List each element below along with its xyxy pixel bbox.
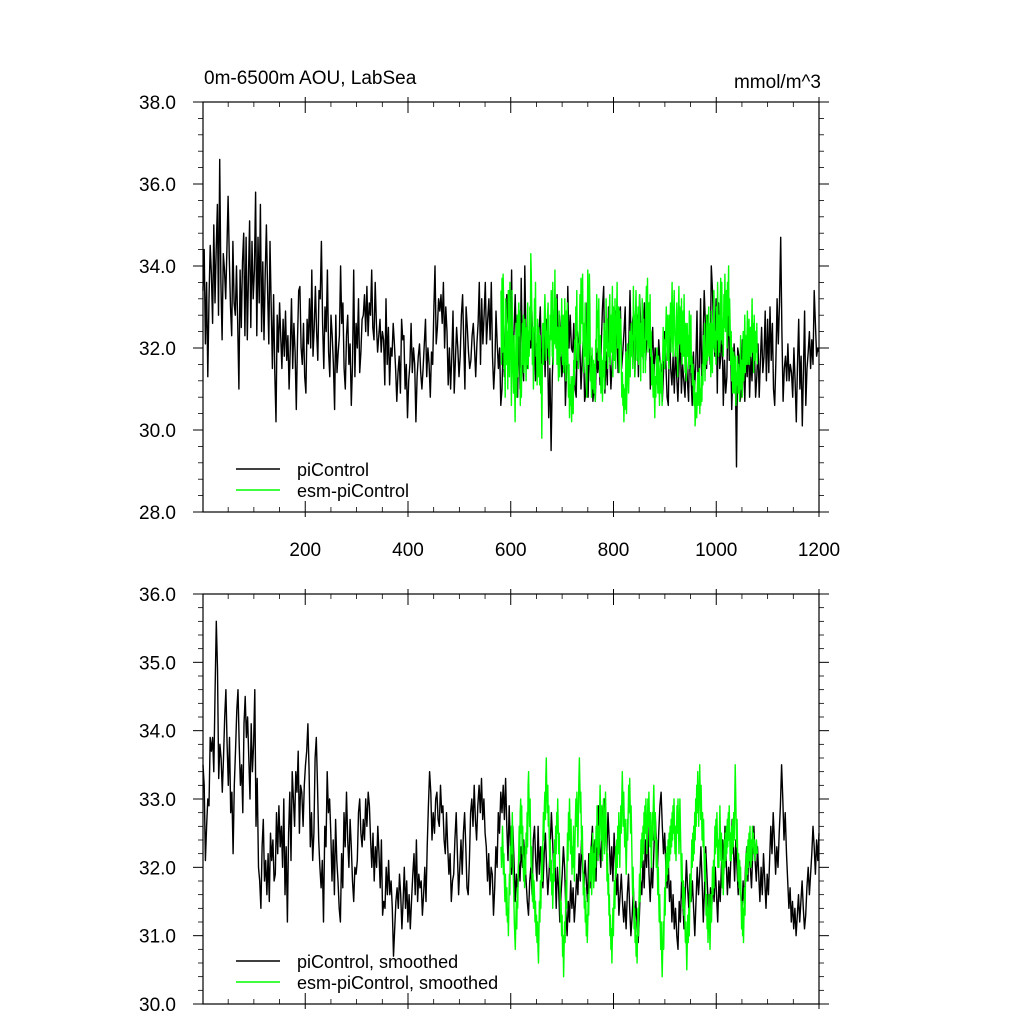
y-tick-label: 35.0 bbox=[139, 653, 176, 674]
top-panel: 0m-6500m AOU, LabSea mmol/m^3 28.0 30.0 32… bbox=[139, 68, 840, 561]
x-tick-label: 600 bbox=[495, 540, 527, 561]
legend-label-esm-picontrol-smoothed: esm-piControl, smoothed bbox=[297, 973, 498, 993]
x-tick-label: 1200 bbox=[798, 540, 840, 561]
bottom-panel: 30.0 31.0 32.0 33.0 34.0 35.0 36.0 piControl, … bbox=[139, 585, 829, 1016]
x-tick-label: 400 bbox=[392, 540, 424, 561]
y-tick-label: 32.0 bbox=[139, 339, 176, 360]
legend-label-picontrol-smoothed: piControl, smoothed bbox=[297, 952, 458, 972]
y-tick-label: 33.0 bbox=[139, 790, 176, 811]
y-tick-label: 34.0 bbox=[139, 722, 176, 743]
bottom-panel-ticks: 30.0 31.0 32.0 33.0 34.0 35.0 36.0 bbox=[139, 585, 829, 1016]
series-line-picontrol-smoothed bbox=[202, 620, 820, 957]
series-line-esm-picontrol bbox=[500, 253, 758, 439]
legend-label-picontrol: piControl bbox=[297, 460, 369, 480]
y-tick-label: 28.0 bbox=[139, 503, 176, 524]
top-panel-units: mmol/m^3 bbox=[734, 72, 821, 93]
y-tick-label: 38.0 bbox=[139, 93, 176, 114]
y-tick-label: 30.0 bbox=[139, 421, 176, 442]
top-panel-ticks: 28.0 30.0 32.0 34.0 36.0 38.0 200 400 600 800 1000… bbox=[139, 93, 840, 561]
x-tick-label: 800 bbox=[598, 540, 630, 561]
top-panel-legend: piControl esm-piControl bbox=[236, 460, 409, 501]
top-panel-series bbox=[202, 158, 820, 468]
y-tick-label: 30.0 bbox=[139, 995, 176, 1016]
bottom-panel-series bbox=[202, 620, 820, 978]
x-tick-label: 200 bbox=[289, 540, 321, 561]
y-tick-label: 36.0 bbox=[139, 175, 176, 196]
legend-label-esm-picontrol: esm-piControl bbox=[297, 481, 409, 501]
y-tick-label: 36.0 bbox=[139, 585, 176, 606]
y-tick-label: 31.0 bbox=[139, 927, 176, 948]
y-tick-label: 34.0 bbox=[139, 257, 176, 278]
y-tick-label: 32.0 bbox=[139, 858, 176, 879]
series-line-esm-picontrol-smoothed bbox=[500, 757, 758, 978]
top-panel-title: 0m-6500m AOU, LabSea bbox=[204, 68, 417, 89]
x-tick-label: 1000 bbox=[695, 540, 737, 561]
bottom-panel-legend: piControl, smoothed esm-piControl, smoot… bbox=[236, 952, 498, 993]
